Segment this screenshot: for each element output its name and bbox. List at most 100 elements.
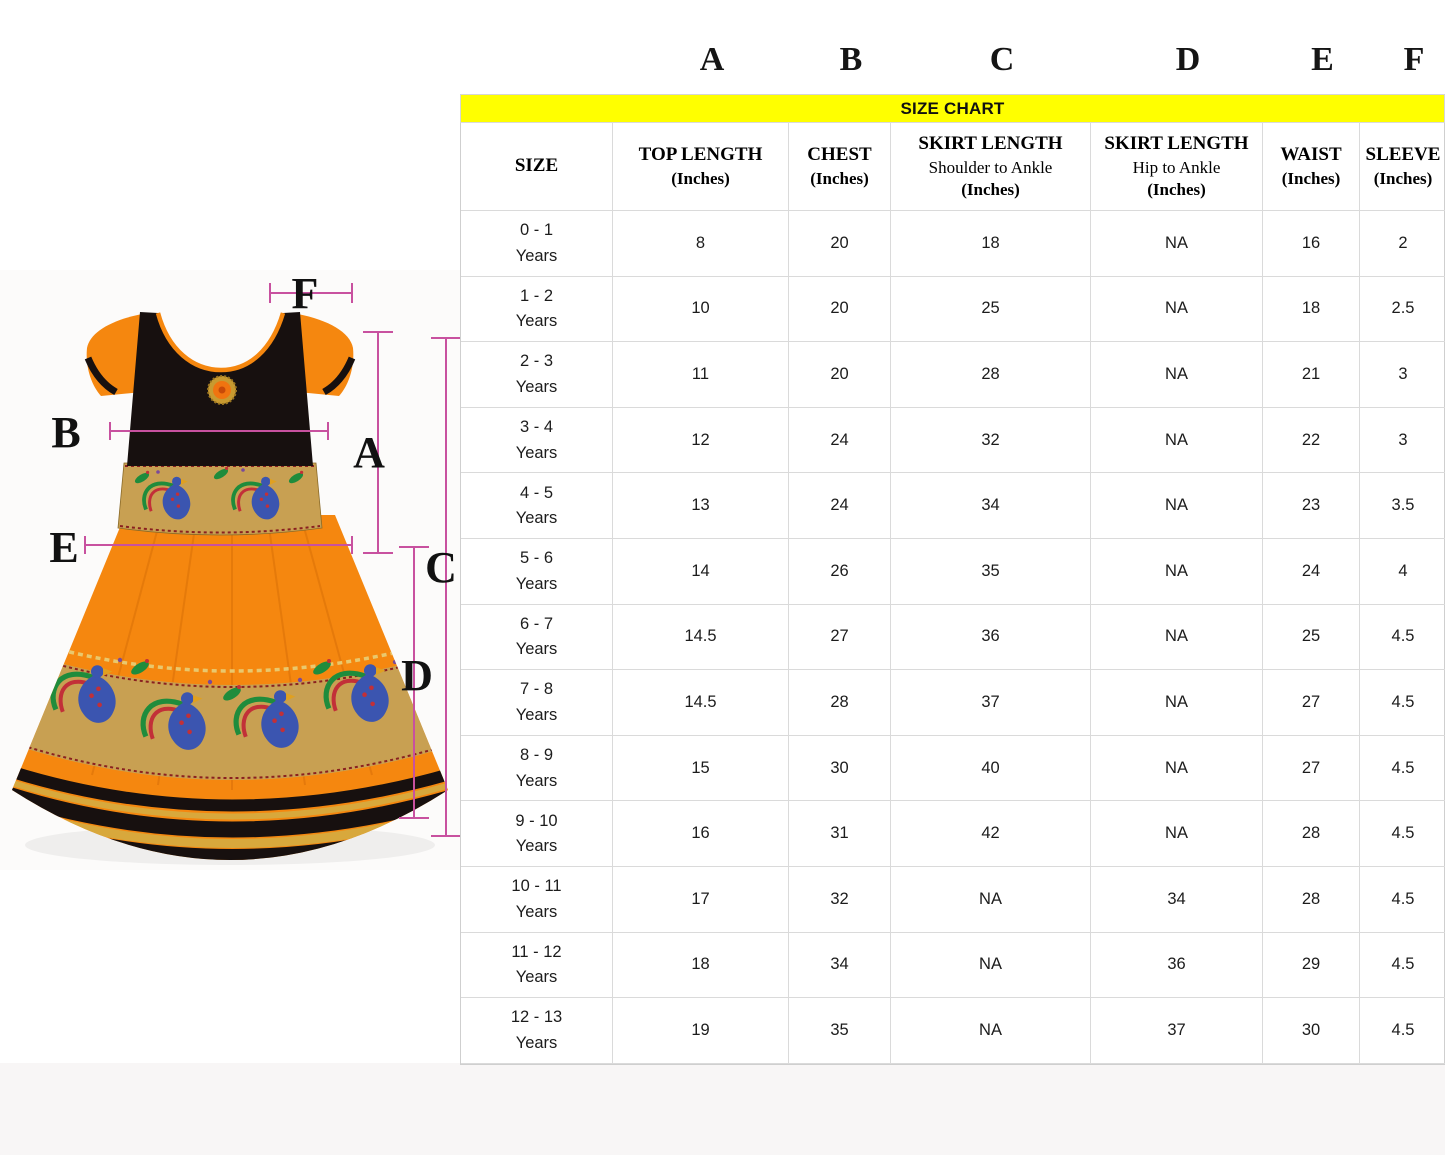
value-cell-b: 26 [789,538,891,605]
value-cell-d: 34 [1091,866,1263,933]
value-cell-f: 3.5 [1360,473,1445,539]
value-cell-f: 3 [1360,408,1445,474]
size-age: 8 - 9 [519,746,554,765]
column-letter-d: D [1175,41,1201,78]
measure-line-f [269,283,353,303]
column-letters-row: A B C D E F [460,36,1445,84]
value-cell-a: 17 [613,866,789,933]
value-cell-c: 32 [891,407,1091,474]
value-cell-b: 20 [789,276,891,343]
column-unit: (Inches) [810,168,869,188]
column-unit: (Inches) [671,168,730,188]
column-header-a: TOP LENGTH (Inches) [613,123,789,211]
measure-line-d [399,546,429,819]
column-header-c: SKIRT LENGTH Shoulder to Ankle (Inches) [891,123,1091,211]
table-row: 7 - 8 Years 14.5 28 37 NA 27 4.5 [461,670,1445,736]
size-cell: 11 - 12 Years [461,932,613,999]
table-header-row: SIZE TOP LENGTH (Inches) CHEST (Inches) SKIR… [461,123,1445,211]
size-cell: 3 - 4 Years [461,407,613,474]
value-cell-d: NA [1091,211,1263,277]
table-row: 0 - 1 Years 8 20 18 NA 16 2 [461,211,1445,277]
value-cell-b: 27 [789,604,891,671]
value-cell-e: 28 [1263,801,1360,867]
brooch [207,375,237,405]
value-cell-e: 16 [1263,211,1360,277]
value-cell-f: 2.5 [1360,277,1445,343]
size-age: 12 - 13 [510,1008,563,1027]
size-age: 1 - 2 [519,286,554,305]
value-cell-a: 13 [613,473,789,539]
value-cell-a: 15 [613,735,789,802]
table-rows: 0 - 1 Years 8 20 18 NA 16 2 1 - 2 Years 10 20 25 NA 18… [461,211,1445,1064]
column-title: TOP LENGTH [638,144,763,166]
value-cell-b: 24 [789,407,891,474]
neck-piping [155,312,286,373]
size-cell: 12 - 13 Years [461,998,613,1064]
value-cell-d: NA [1091,801,1263,867]
size-age: 2 - 3 [519,352,554,371]
size-years: Years [515,443,558,462]
value-cell-e: 21 [1263,342,1360,408]
dress-sleeves [84,314,356,396]
value-cell-d: NA [1091,604,1263,671]
size-cell: 2 - 3 Years [461,342,613,408]
size-cell: 0 - 1 Years [461,211,613,277]
column-header-size: SIZE [461,123,613,211]
size-chart-banner: SIZE CHART [460,94,1445,123]
size-years: Years [515,968,558,987]
column-unit: (Inches) [961,179,1020,199]
dress-diagram: F B E A C D [0,270,470,870]
size-years: Years [515,509,558,528]
value-cell-f: 4 [1360,539,1445,605]
column-title: WAIST [1280,144,1342,166]
value-cell-d: NA [1091,407,1263,474]
size-years: Years [515,902,558,921]
size-age: 3 - 4 [519,418,554,437]
value-cell-d: 36 [1091,932,1263,999]
column-title: SKIRT LENGTH [1104,133,1249,155]
value-cell-a: 12 [613,407,789,474]
size-years: Years [515,837,558,856]
value-cell-c: 35 [891,538,1091,605]
value-cell-a: 14.5 [613,604,789,671]
value-cell-b: 32 [789,866,891,933]
size-age: 10 - 11 [511,877,562,896]
table-row: 6 - 7 Years 14.5 27 36 NA 25 4.5 [461,604,1445,671]
size-cell: 5 - 6 Years [461,538,613,605]
value-cell-b: 34 [789,932,891,999]
column-header-f: SLEEVE (Inches) [1360,123,1445,211]
value-cell-e: 22 [1263,407,1360,474]
value-cell-c: 18 [891,211,1091,277]
size-cell: 7 - 8 Years [461,670,613,736]
table-row: 1 - 2 Years 10 20 25 NA 18 2.5 [461,276,1445,343]
value-cell-e: 29 [1263,932,1360,999]
value-cell-f: 4.5 [1360,998,1445,1064]
size-cell: 8 - 9 Years [461,735,613,802]
value-cell-d: NA [1091,473,1263,539]
measure-line-b [109,422,329,440]
diagram-letter-c: C [425,543,457,592]
value-cell-d: NA [1091,276,1263,343]
column-letter-f: F [1403,41,1425,78]
column-header-e: WAIST (Inches) [1263,123,1360,211]
value-cell-f: 2 [1360,211,1445,277]
size-years: Years [515,312,558,331]
column-letter-e: E [1311,41,1334,78]
table-row: 3 - 4 Years 12 24 32 NA 22 3 [461,407,1445,474]
diagram-letter-b: B [51,408,80,457]
measure-line-c [431,337,461,837]
value-cell-e: 24 [1263,538,1360,605]
value-cell-a: 11 [613,342,789,408]
size-years: Years [515,705,558,724]
column-title: SKIRT LENGTH [918,133,1063,155]
column-header-d: SKIRT LENGTH Hip to Ankle (Inches) [1091,123,1263,211]
size-cell: 1 - 2 Years [461,276,613,343]
size-cell: 4 - 5 Years [461,473,613,539]
value-cell-a: 10 [613,276,789,343]
value-cell-c: NA [891,866,1091,933]
size-age: 6 - 7 [519,614,554,633]
table-row: 12 - 13 Years 19 35 NA 37 30 4.5 [461,998,1445,1064]
value-cell-e: 30 [1263,998,1360,1064]
dress-bodice [127,312,313,466]
